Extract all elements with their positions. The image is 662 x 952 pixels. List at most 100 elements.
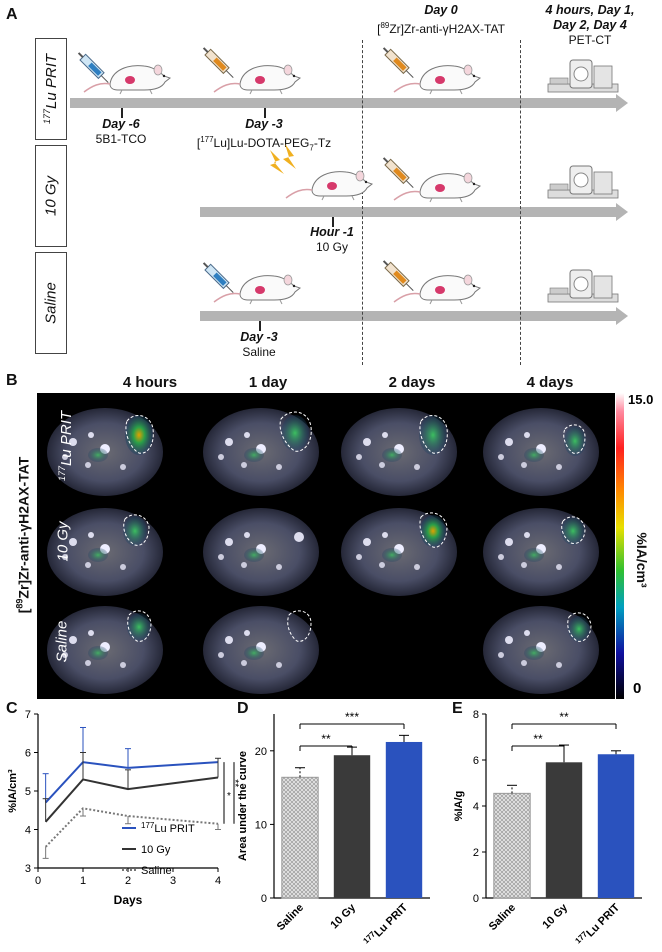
x-tick-label: 3	[170, 875, 176, 887]
panel-e-letter: E	[452, 700, 463, 717]
label-day-minus3: Day -3 [177Lu]Lu-DOTA-PEG7-Tz	[196, 117, 332, 153]
column-4-days: 4 days	[526, 374, 574, 391]
y-tick-label: 20	[255, 746, 267, 758]
tick-hour-minus1	[332, 217, 334, 227]
syringe-icon	[77, 51, 110, 84]
y-tick-label: 0	[473, 893, 479, 905]
bar-saline	[281, 776, 319, 899]
panel-b-letter: B	[6, 372, 18, 389]
x-tick-label: 0	[35, 875, 41, 887]
bar-10-gy	[545, 762, 583, 898]
label-imaging: 4 hours, Day 1, Day 2, Day 4 PET-CT	[545, 3, 635, 47]
sig-label: **	[533, 732, 543, 746]
sig-label: **	[321, 732, 331, 746]
timeline-prit	[70, 98, 618, 108]
row-label-prit: 177Lu PRIT	[57, 410, 76, 482]
y-tick-label: 10	[255, 819, 267, 831]
sig-label: ***	[345, 710, 359, 724]
chart-d: 0 10 20 Area under the curve Saline 10 Gy177L…	[237, 710, 430, 949]
legend-label: Saline	[141, 865, 172, 877]
y-tick-label: 4	[25, 825, 31, 837]
y-tick-label: 6	[25, 748, 31, 760]
label-saline-day: Day -3 Saline	[240, 330, 278, 359]
y-tick-label: 4	[473, 801, 479, 813]
group-box-10gy: 10 Gy	[35, 145, 67, 247]
x-tick-label: 10 Gy	[540, 901, 570, 931]
series-line-lu-prit	[44, 761, 219, 804]
mouse-icon	[285, 170, 373, 201]
panel-a-illustrations	[77, 46, 619, 305]
row-label-10gy: 10 Gy	[54, 521, 72, 562]
legend-label: 177Lu PRIT	[141, 821, 195, 835]
panel-d-letter: D	[237, 700, 249, 717]
tick-saline-day	[259, 321, 261, 331]
bar-177lu-prit	[385, 741, 423, 898]
panel-c-letter: C	[6, 700, 18, 717]
series-line-10-gy	[44, 776, 219, 823]
scanner-icon	[547, 165, 619, 199]
x-tick-label: Saline	[487, 902, 518, 933]
syringe-icon	[382, 46, 415, 79]
y-axis-label: %IA/g	[453, 791, 465, 822]
syringe-icon	[382, 156, 415, 189]
pet-ct-scans	[47, 408, 599, 694]
legend-label: 10 Gy	[141, 844, 171, 856]
timeline-saline-head	[616, 307, 628, 325]
panel-a-letter: A	[6, 6, 18, 23]
syringe-icon	[202, 46, 235, 79]
y-tick-label: 2	[473, 847, 479, 859]
x-tick-label: 177Lu PRIT	[361, 900, 410, 949]
label-hour-minus1: Hour -1 10 Gy	[310, 225, 354, 254]
label-day0: Day 0 [89Zr]Zr-anti-γH2AX-TAT	[377, 3, 505, 36]
x-tick-label: 4	[215, 875, 221, 887]
timeline-saline	[200, 311, 618, 321]
y-tick-label: 3	[25, 863, 31, 875]
mouse-icon	[213, 274, 301, 305]
scanner-icon	[547, 59, 619, 93]
bar-177lu-prit	[597, 754, 635, 898]
scanner-icon	[547, 269, 619, 303]
row-label-saline: Saline	[53, 620, 71, 663]
y-tick-label: 7	[25, 709, 31, 721]
column-1-day: 1 day	[248, 374, 288, 391]
tick-day-minus3	[264, 108, 266, 118]
sig-label: **	[559, 710, 569, 724]
dashed-separator-imaging	[520, 40, 521, 365]
pet-ct-image-grid: 177Lu PRIT 10 Gy Saline	[37, 393, 615, 699]
y-tick-label: 5	[25, 786, 31, 798]
colorbar-unit: %IA/cm³	[634, 532, 650, 588]
bar-saline	[493, 792, 531, 899]
group-box-saline: Saline	[35, 252, 67, 354]
syringe-icon	[382, 259, 415, 292]
tick-day-minus6	[121, 108, 123, 118]
y-axis-label: Area under the curve	[237, 751, 249, 861]
column-2-days: 2 days	[388, 374, 436, 391]
y-axis-label: %IA/cm³	[7, 769, 19, 813]
panel-b-side-label: [89Zr]Zr-anti-γH2AX-TAT	[14, 456, 32, 614]
colorbar-max: 15.0	[628, 392, 654, 407]
y-tick-label: 6	[473, 755, 479, 767]
y-tick-label: 8	[473, 709, 479, 721]
timeline-10gy	[200, 207, 618, 217]
dashed-separator-day0	[362, 40, 363, 365]
sig-label-1: *	[227, 791, 231, 802]
colorbar	[616, 393, 624, 699]
bar-10-gy	[333, 755, 371, 898]
colorbar-min: 0	[633, 680, 642, 697]
y-tick-label: 0	[261, 893, 267, 905]
sig-label-2: **	[229, 779, 240, 787]
column-4-hours: 4 hours	[122, 374, 178, 391]
group-box-prit: 177Lu PRIT	[35, 38, 67, 140]
series-line-saline	[44, 807, 219, 848]
x-axis-label: Days	[114, 893, 143, 907]
x-tick-label: 1	[80, 875, 86, 887]
radiation-bolt-icon	[270, 144, 296, 174]
x-tick-label: Saline	[275, 902, 306, 933]
syringe-icon	[202, 261, 235, 294]
x-tick-label: 2	[125, 875, 131, 887]
x-tick-label: 10 Gy	[328, 901, 358, 931]
label-day-minus6: Day -6 5B1-TCO	[95, 117, 147, 146]
timeline-prit-head	[616, 94, 628, 112]
